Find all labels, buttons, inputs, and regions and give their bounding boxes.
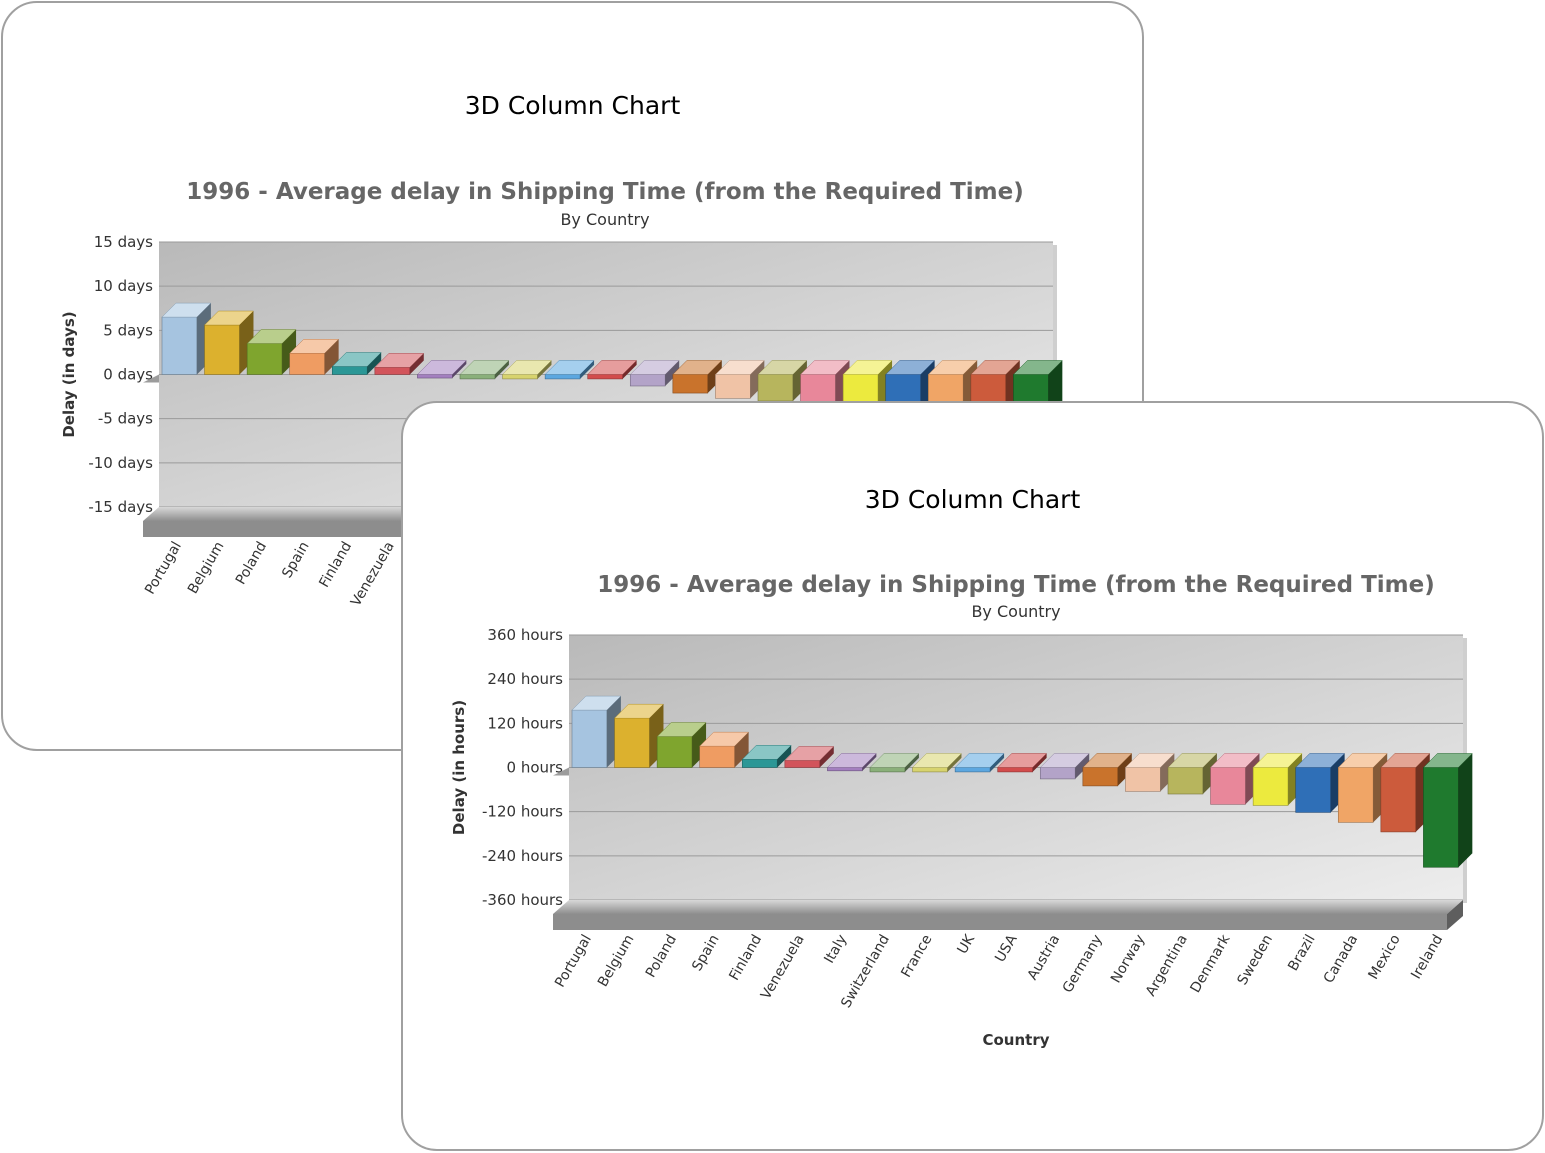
y-tick-label: 0 hours xyxy=(507,759,564,777)
bar-germany xyxy=(1082,753,1133,787)
x-tick-label: Canada xyxy=(1321,932,1361,986)
x-tick-label: Ireland xyxy=(1408,932,1446,982)
x-tick-label: Portugal xyxy=(552,932,595,990)
zero-plane xyxy=(553,767,569,776)
bar-denmark xyxy=(1209,753,1261,805)
bar-spain xyxy=(699,731,750,768)
bar-argentina xyxy=(1167,753,1218,795)
bar-uk xyxy=(544,360,595,380)
y-tick-label: -240 hours xyxy=(482,847,563,865)
chart-subtitle: By Country xyxy=(560,210,649,229)
bar-france xyxy=(501,360,553,380)
column-chart-hours: 1996 - Average delay in Shipping Time (f… xyxy=(450,572,1473,1049)
y-axis-title: Delay (in hours) xyxy=(450,700,468,835)
x-tick-label: Belgium xyxy=(185,539,228,597)
y-tick-label: 5 days xyxy=(103,321,153,339)
bar-canada xyxy=(1337,753,1388,823)
y-tick-label: 0 days xyxy=(103,366,153,384)
bar-germany xyxy=(672,360,723,394)
x-tick-label: Finland xyxy=(316,539,355,590)
bar-poland xyxy=(656,722,707,768)
x-tick-label: Finland xyxy=(726,932,765,983)
y-tick-label: -10 days xyxy=(88,454,153,472)
bar-usa xyxy=(997,753,1048,773)
bar-portugal xyxy=(571,695,622,768)
chart-floor-front xyxy=(553,914,1447,930)
y-tick-label: 360 hours xyxy=(487,626,563,644)
bar-italy xyxy=(826,753,877,772)
bar-norway xyxy=(1124,753,1175,792)
bar-sweden xyxy=(1252,753,1303,806)
bar-austria xyxy=(629,360,680,387)
x-tick-label: Spain xyxy=(279,539,312,581)
x-tick-label: Italy xyxy=(821,932,850,966)
x-tick-label: Argentina xyxy=(1143,932,1191,999)
x-tick-label: USA xyxy=(992,932,1021,965)
bar-poland xyxy=(246,329,297,375)
bar-brazil xyxy=(1295,753,1346,813)
bar-france xyxy=(911,753,963,773)
bar-usa xyxy=(587,360,638,380)
bar-finland xyxy=(741,745,792,768)
x-tick-label: Denmark xyxy=(1187,931,1233,995)
x-tick-label: Spain xyxy=(689,932,722,974)
panel-heading: 3D Column Chart xyxy=(464,91,681,120)
panel-heading: 3D Column Chart xyxy=(864,485,1081,514)
y-tick-label: -15 days xyxy=(88,498,153,516)
x-tick-label: Poland xyxy=(233,539,270,587)
x-tick-label: Venezuela xyxy=(348,539,398,609)
x-tick-label: France xyxy=(898,932,935,980)
chart-panel-hours: 3D Column Chart 1996 - Average delay in … xyxy=(401,401,1544,1151)
y-tick-label: 240 hours xyxy=(487,670,563,688)
y-tick-label: -120 hours xyxy=(482,803,563,821)
x-tick-label: Portugal xyxy=(142,539,185,597)
x-tick-label: Austria xyxy=(1025,932,1064,983)
bar-belgium xyxy=(613,703,665,768)
x-tick-label: Norway xyxy=(1108,932,1148,986)
y-tick-label: -360 hours xyxy=(482,891,563,909)
bar-mexico xyxy=(1380,753,1431,833)
bar-portugal xyxy=(161,302,212,375)
x-tick-label: Belgium xyxy=(595,932,638,990)
bar-argentina xyxy=(757,360,808,402)
y-tick-label: -5 days xyxy=(98,410,153,428)
y-axis-title: Delay (in days) xyxy=(60,311,78,437)
y-tick-label: 15 days xyxy=(94,233,153,251)
x-tick-label: Germany xyxy=(1060,932,1106,996)
bar-ireland xyxy=(1422,753,1473,868)
chart-floor-side xyxy=(1447,900,1463,930)
bar-venezuela xyxy=(374,353,425,375)
bar-finland xyxy=(331,352,382,375)
x-tick-label: Poland xyxy=(643,932,680,980)
x-tick-label: Sweden xyxy=(1235,932,1277,988)
chart-title: 1996 - Average delay in Shipping Time (f… xyxy=(597,572,1434,598)
bar-spain xyxy=(289,339,340,375)
x-tick-label: Venezuela xyxy=(758,932,808,1002)
bar-belgium xyxy=(203,310,255,375)
y-tick-label: 10 days xyxy=(94,277,153,295)
bar-switzerland xyxy=(459,360,510,380)
bar-switzerland xyxy=(869,753,920,773)
x-tick-label: UK xyxy=(954,931,978,957)
bar-uk xyxy=(954,753,1005,773)
x-axis-title: Country xyxy=(982,1031,1049,1049)
zero-plane xyxy=(143,374,159,383)
bar-venezuela xyxy=(784,746,835,768)
chart-floor xyxy=(553,900,1463,914)
bar-italy xyxy=(416,360,467,379)
y-tick-label: 120 hours xyxy=(487,714,563,732)
bar-austria xyxy=(1039,753,1090,780)
bar-norway xyxy=(714,360,765,399)
chart-title: 1996 - Average delay in Shipping Time (f… xyxy=(186,179,1023,205)
x-tick-label: Brazil xyxy=(1285,932,1318,974)
x-tick-label: Mexico xyxy=(1365,932,1403,982)
chart-subtitle: By Country xyxy=(971,602,1060,621)
